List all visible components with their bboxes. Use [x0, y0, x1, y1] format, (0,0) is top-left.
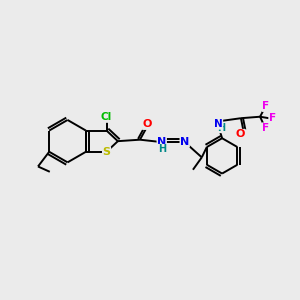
Text: N: N: [180, 137, 189, 147]
Text: N: N: [214, 119, 223, 129]
Text: O: O: [142, 119, 152, 129]
Text: N: N: [157, 137, 167, 147]
Text: F: F: [262, 101, 269, 111]
Text: O: O: [236, 129, 245, 140]
Text: H: H: [158, 144, 166, 154]
Text: F: F: [262, 123, 269, 133]
Text: Cl: Cl: [101, 112, 112, 122]
Text: F: F: [269, 113, 276, 123]
Text: H: H: [217, 123, 225, 133]
Text: S: S: [103, 147, 110, 157]
